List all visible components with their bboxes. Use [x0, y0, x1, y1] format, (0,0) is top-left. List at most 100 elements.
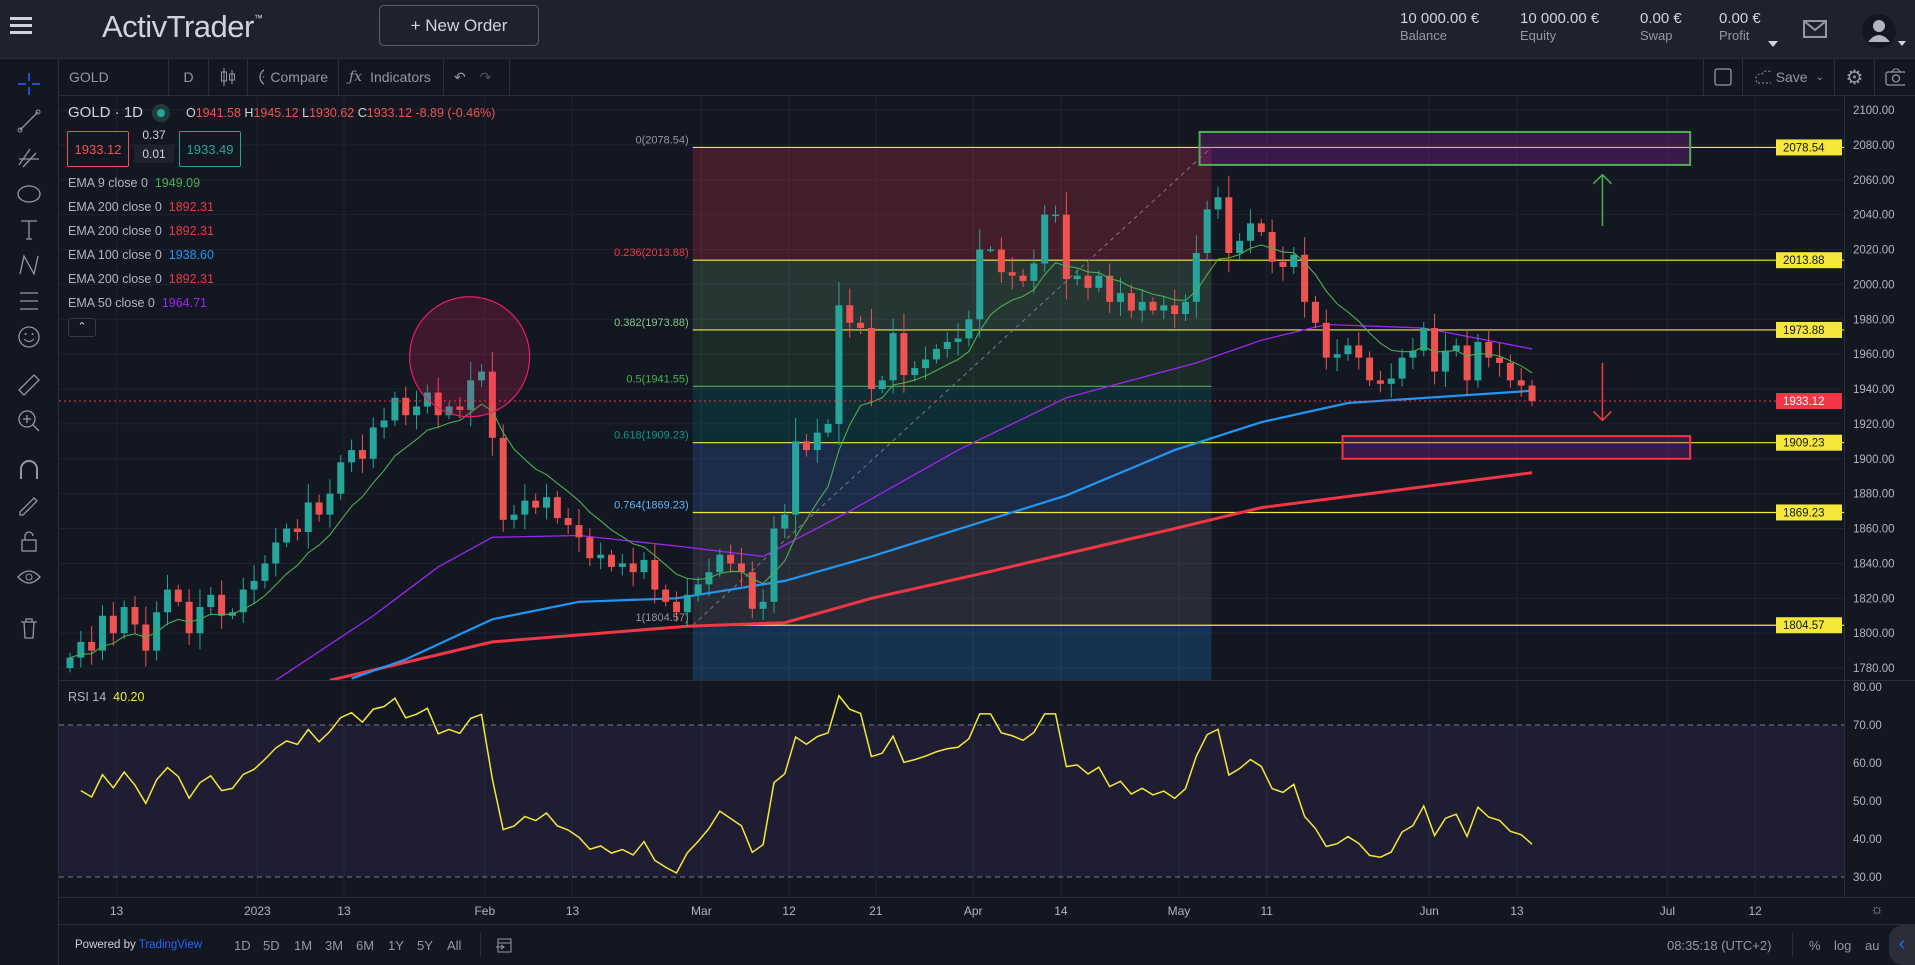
candle[interactable]	[1236, 233, 1244, 260]
candle[interactable]	[748, 561, 756, 619]
candle[interactable]	[867, 308, 875, 407]
candle[interactable]	[1398, 348, 1406, 387]
candle[interactable]	[900, 313, 908, 393]
candle[interactable]	[629, 547, 637, 587]
layout-button[interactable]	[1703, 59, 1743, 95]
candle[interactable]	[1084, 262, 1092, 300]
price-chart[interactable]: 0(2078.54) 0.236(2013.88) 0.382(1973.88) 0.…	[59, 96, 1844, 680]
rsi-pane[interactable]	[59, 680, 1844, 897]
indicators-button[interactable]: ƒx Indicators	[339, 59, 444, 95]
collapse-legend-button[interactable]: ⌃	[68, 318, 96, 337]
redo-icon[interactable]: ↷	[479, 68, 492, 85]
candle[interactable]	[1485, 330, 1493, 368]
time-axis[interactable]: 13 2023 13 Feb 13 Mar 12 21 Apr 14 May 11 Jun 13 Jul 12	[59, 897, 1915, 924]
candle[interactable]	[672, 591, 680, 622]
candle[interactable]	[445, 401, 453, 420]
candle[interactable]	[174, 584, 182, 607]
undo-icon[interactable]: ↶	[454, 68, 466, 85]
candle[interactable]	[131, 595, 139, 635]
candle[interactable]	[380, 407, 388, 439]
candle[interactable]	[1073, 268, 1081, 286]
candle[interactable]	[965, 310, 973, 347]
candle[interactable]	[304, 484, 312, 549]
candle[interactable]	[1095, 270, 1103, 293]
candle[interactable]	[813, 418, 821, 463]
candle[interactable]	[976, 229, 984, 338]
candle[interactable]	[1192, 235, 1200, 318]
candle[interactable]	[878, 375, 886, 394]
candle[interactable]	[1019, 268, 1027, 288]
screenshot-button[interactable]	[1875, 59, 1915, 95]
candle[interactable]	[1355, 332, 1363, 370]
indicator-legend-row[interactable]: EMA 200 close 0 1892.31	[68, 200, 214, 214]
buy-button[interactable]: 1933.49	[179, 131, 241, 167]
candle[interactable]	[889, 318, 897, 394]
candle[interactable]	[911, 360, 919, 382]
lock-icon[interactable]	[16, 528, 42, 554]
projection-icon[interactable]	[16, 288, 42, 314]
candle[interactable]	[640, 552, 648, 580]
candle[interactable]	[694, 576, 702, 602]
compare-button[interactable]: Compare	[248, 59, 339, 95]
candle[interactable]	[1257, 218, 1265, 237]
candle[interactable]	[207, 587, 215, 615]
range-1y[interactable]: 1Y	[388, 938, 404, 953]
axis-settings-icon[interactable]: ☼	[1870, 901, 1884, 918]
candle[interactable]	[1496, 342, 1504, 377]
candle[interactable]	[326, 479, 334, 528]
candle[interactable]	[1441, 333, 1449, 388]
candle[interactable]	[218, 580, 226, 629]
range-5d[interactable]: 5D	[263, 938, 280, 953]
mail-icon[interactable]	[1803, 20, 1827, 38]
candle[interactable]	[586, 528, 594, 567]
magnet-icon[interactable]	[16, 457, 42, 483]
candle[interactable]	[77, 630, 85, 668]
candle[interactable]	[759, 589, 767, 621]
candle[interactable]	[1138, 288, 1146, 323]
candle[interactable]	[1517, 367, 1525, 397]
range-3m[interactable]: 3M	[325, 938, 344, 953]
candle[interactable]	[943, 332, 951, 358]
sell-button[interactable]: 1933.12	[67, 131, 129, 167]
candle[interactable]	[499, 424, 507, 532]
candle[interactable]	[250, 565, 258, 604]
eye-icon[interactable]	[16, 564, 42, 590]
candle[interactable]	[1463, 329, 1471, 395]
log-toggle[interactable]: log	[1834, 938, 1852, 953]
candle[interactable]	[1290, 247, 1298, 274]
candle[interactable]	[261, 555, 269, 589]
candle[interactable]	[98, 605, 106, 661]
candle[interactable]	[1333, 339, 1341, 372]
candle[interactable]	[239, 577, 247, 623]
goto-date-icon[interactable]	[495, 936, 513, 954]
save-button[interactable]: Save ⌄	[1743, 59, 1835, 95]
indicator-legend-row[interactable]: EMA 9 close 0 1949.09	[68, 176, 200, 190]
candle[interactable]	[1127, 284, 1135, 319]
candle[interactable]	[478, 364, 486, 387]
range-1m[interactable]: 1M	[294, 938, 313, 953]
rsi-axis[interactable]: 80.00 70.00 60.00 50.00 40.00 30.00	[1844, 680, 1915, 897]
candle[interactable]	[1181, 294, 1189, 322]
candle[interactable]	[434, 377, 442, 429]
fib-tool-icon[interactable]	[16, 145, 42, 171]
candle[interactable]	[846, 288, 854, 338]
profit-stat[interactable]: 0.00 € Profit	[1719, 10, 1761, 43]
smiley-icon[interactable]	[16, 324, 42, 350]
candle[interactable]	[1474, 333, 1482, 388]
highlight-circle[interactable]	[409, 296, 531, 418]
candle[interactable]	[575, 508, 583, 552]
symbol-search[interactable]: GOLD	[59, 59, 169, 95]
candle[interactable]	[272, 528, 280, 577]
candle[interactable]	[402, 386, 410, 426]
range-1d[interactable]: 1D	[234, 938, 251, 953]
candle[interactable]	[1366, 351, 1374, 386]
candle[interactable]	[792, 417, 800, 536]
indicator-legend-row[interactable]: EMA 50 close 0 1964.71	[68, 296, 207, 310]
tradingview-link[interactable]: TradingView	[138, 939, 203, 951]
indicator-legend-row[interactable]: EMA 200 close 0 1892.31	[68, 224, 214, 238]
candle[interactable]	[737, 547, 745, 587]
zoom-in-icon[interactable]	[16, 408, 42, 434]
candle[interactable]	[932, 344, 940, 364]
candle[interactable]	[564, 508, 572, 534]
candle[interactable]	[781, 503, 789, 539]
